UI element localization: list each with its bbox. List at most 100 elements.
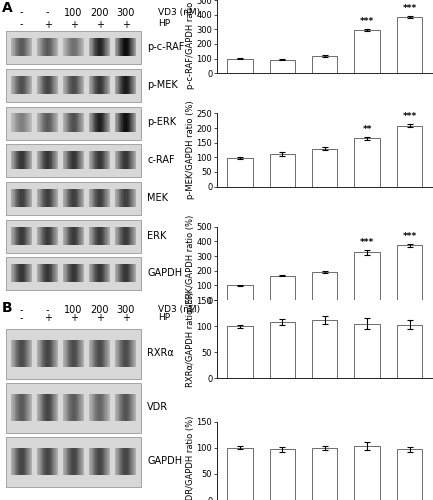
Bar (21, 38, 22, 56)
Bar (135, 151, 136, 170)
Bar (26, 264, 27, 282)
Bar (100, 38, 101, 56)
Bar (125, 114, 126, 132)
Bar (21, 151, 22, 170)
Bar (107, 38, 108, 56)
Bar (12, 394, 13, 421)
Bar (102, 226, 103, 244)
Bar (124, 38, 125, 56)
Bar (119, 151, 120, 170)
Bar (46, 226, 47, 244)
Bar (28, 76, 29, 94)
Bar (98, 151, 99, 170)
Bar (120, 448, 121, 475)
Bar (79, 226, 80, 244)
Bar (53, 189, 54, 207)
Bar (103, 448, 104, 475)
Bar (39, 264, 40, 282)
Bar (119, 189, 120, 207)
Bar (93, 448, 94, 475)
Bar (63, 114, 64, 132)
Bar (28, 394, 29, 421)
Bar (125, 189, 126, 207)
Bar (121, 189, 122, 207)
Text: c-RAF: c-RAF (147, 155, 175, 165)
Bar (98, 394, 99, 421)
Bar (25, 448, 26, 475)
Bar (47, 114, 48, 132)
Bar (23, 114, 24, 132)
Bar (94, 189, 95, 207)
Bar (121, 264, 122, 282)
Bar (122, 189, 123, 207)
Bar (134, 151, 135, 170)
Bar (107, 189, 108, 207)
Bar (55, 394, 56, 421)
Bar (130, 340, 131, 367)
Bar (129, 340, 130, 367)
Bar (100, 226, 101, 244)
Bar (80, 394, 81, 421)
Bar (29, 76, 30, 94)
Bar (98, 340, 99, 367)
Text: -: - (46, 305, 49, 315)
Bar (78, 340, 79, 367)
Bar (39, 151, 40, 170)
Bar (104, 151, 105, 170)
Bar (107, 151, 108, 170)
Bar (17, 151, 18, 170)
Bar (103, 394, 104, 421)
Bar (109, 114, 110, 132)
Bar (107, 264, 108, 282)
Bar (91, 38, 92, 56)
Bar (106, 394, 107, 421)
Bar (12, 38, 13, 56)
Bar (39, 38, 40, 56)
Bar (42, 151, 43, 170)
Bar (13, 226, 14, 244)
Bar (14, 76, 15, 94)
Bar (15, 76, 16, 94)
Bar (20, 189, 21, 207)
Bar (312, 320, 337, 378)
Bar (130, 226, 131, 244)
Bar (18, 189, 19, 207)
Bar (120, 151, 121, 170)
Bar (63, 264, 64, 282)
Bar (131, 38, 132, 56)
Bar (79, 448, 80, 475)
Bar (74, 264, 75, 282)
Bar (27, 38, 28, 56)
Bar (46, 114, 47, 132)
Bar (79, 189, 80, 207)
Bar (64, 189, 65, 207)
Bar (65, 226, 66, 244)
Bar (68, 114, 69, 132)
Bar (227, 326, 252, 378)
Bar (106, 114, 107, 132)
Bar (109, 151, 110, 170)
Bar (94, 76, 95, 94)
Bar (96, 226, 97, 244)
Bar (31, 448, 32, 475)
Bar (38, 264, 39, 282)
Bar (124, 151, 125, 170)
Bar (20, 448, 21, 475)
Bar (6, 144, 141, 178)
Bar (74, 38, 75, 56)
Bar (78, 264, 79, 282)
Bar (76, 189, 77, 207)
Bar (51, 114, 52, 132)
Bar (97, 394, 98, 421)
Bar (105, 448, 106, 475)
Bar (89, 189, 90, 207)
Bar (52, 340, 53, 367)
Text: -: - (20, 313, 23, 323)
Bar (37, 38, 38, 56)
Bar (45, 38, 46, 56)
Bar (25, 226, 26, 244)
Bar (121, 114, 122, 132)
Bar (101, 340, 102, 367)
Bar (26, 394, 27, 421)
Bar (43, 114, 44, 132)
